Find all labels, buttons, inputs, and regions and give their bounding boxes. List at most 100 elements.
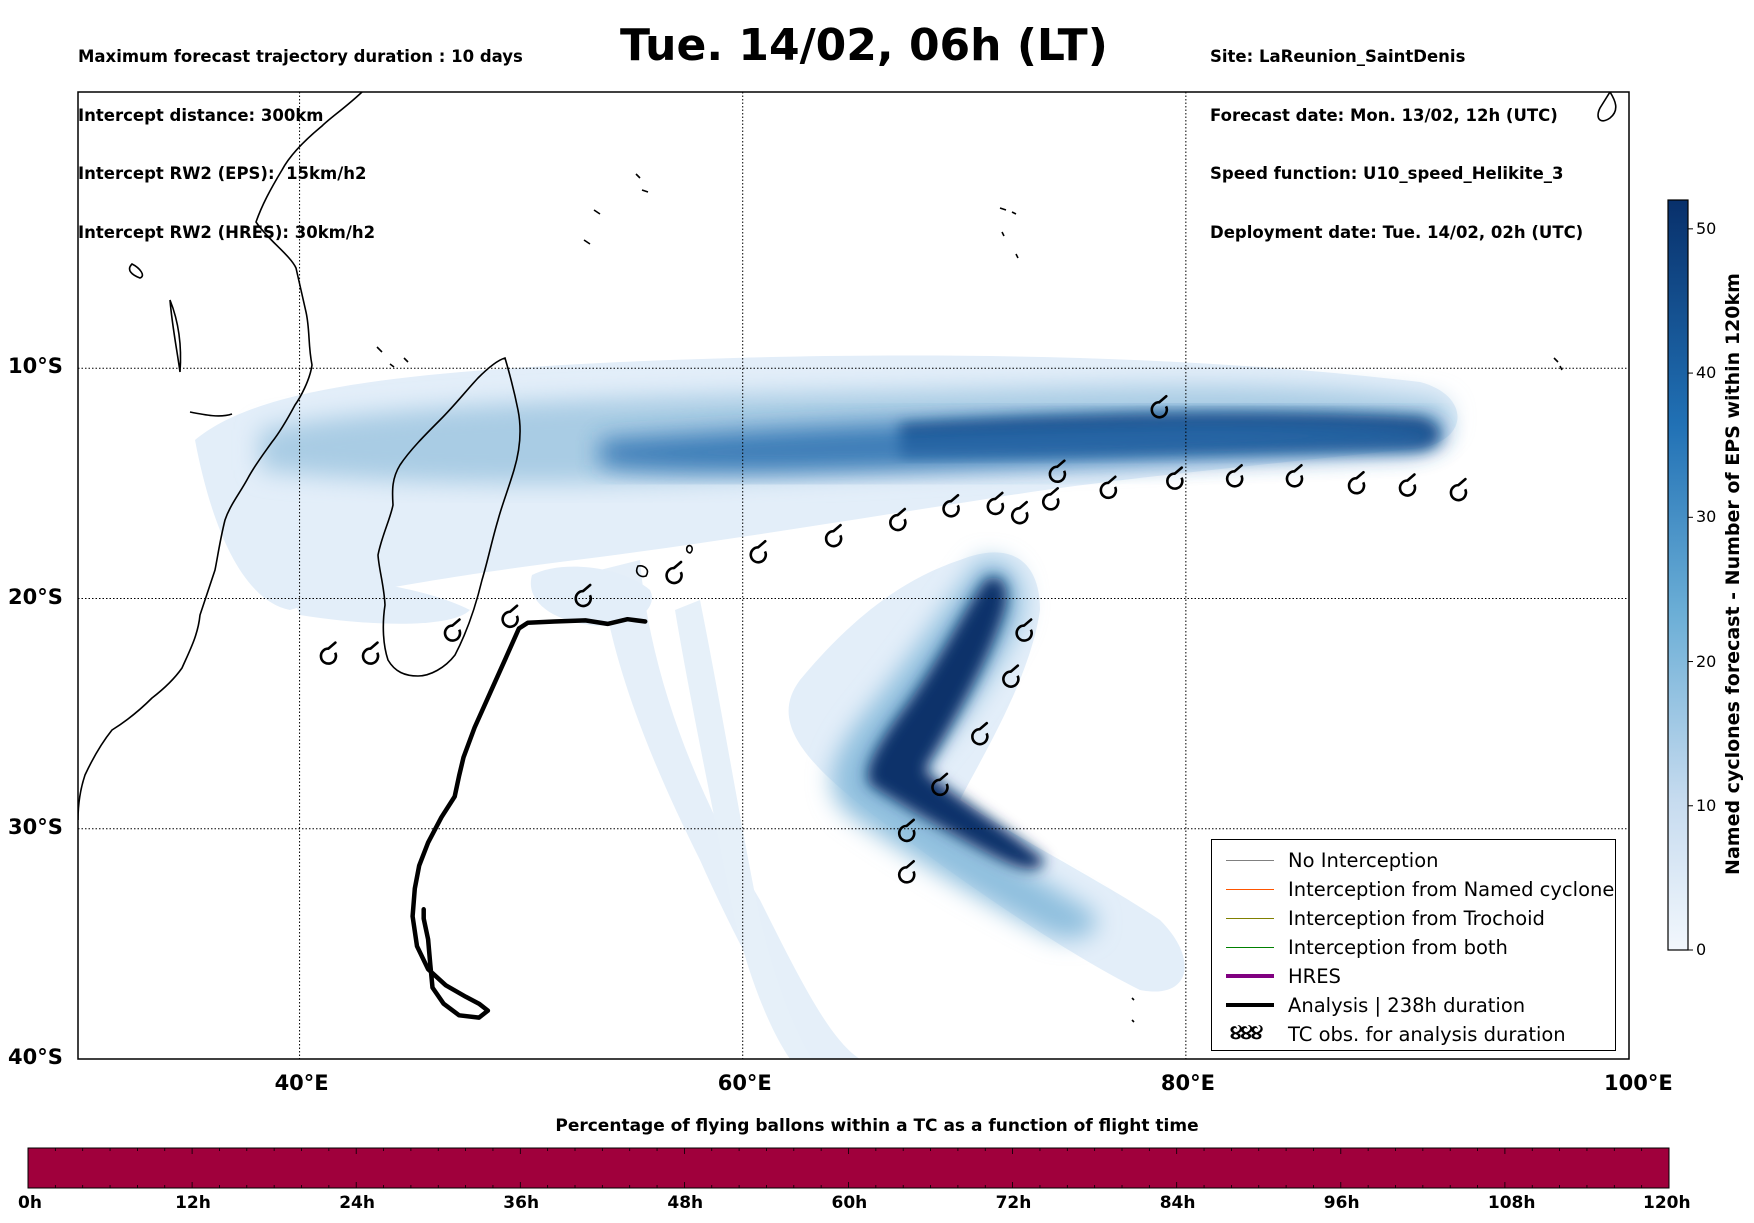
maldives-islands (999, 207, 1019, 259)
time-tick-label: 24h (339, 1193, 375, 1213)
amsterdam-islands (1131, 997, 1135, 1023)
density-streak-mid (675, 600, 812, 1059)
tc-observation-icon (1166, 466, 1184, 490)
time-bar-title: Percentage of flying ballons within a TC… (555, 1116, 1199, 1136)
tc-observation-icon (574, 583, 592, 608)
density-blob-sw (290, 580, 470, 624)
legend-line (1226, 889, 1274, 890)
time-tick-label: 96h (1323, 1193, 1360, 1213)
header-intercept-distance: Intercept distance: 300km (78, 105, 324, 125)
legend-item-named-cyclone: Interception from Named cyclone (1226, 876, 1614, 902)
tc-observation-icon (824, 523, 843, 548)
lake-malawi (189, 411, 233, 417)
legend-item-trochoid: Interception from Trochoid (1226, 905, 1606, 931)
time-tick-label: 36h (503, 1193, 540, 1213)
coastlines (78, 92, 1617, 1023)
tc-observation-icon (1285, 464, 1304, 488)
header-speed-function: Speed function: U10_speed_Helikite_3 (1210, 164, 1564, 183)
lon-label: 100°E (1604, 1071, 1673, 1095)
density-envelope-south (788, 552, 1185, 992)
time-tick-label: 84h (1159, 1193, 1196, 1213)
density-core-east-outer (600, 415, 1445, 473)
tc-observation-icon (1099, 475, 1118, 500)
legend-label: Analysis | 238h duration (1288, 994, 1526, 1017)
lake-victoria (128, 263, 144, 279)
tc-observation-icon (665, 560, 683, 585)
tc-observation-icon (1347, 470, 1366, 495)
tc-observation-icon (897, 818, 916, 843)
comoros-islands (376, 346, 409, 368)
tc-observation-icon (1398, 473, 1417, 497)
tc-observation-icon (971, 721, 989, 746)
analysis-track (410, 616, 648, 1020)
tc-observation-icon (897, 860, 916, 884)
legend-line (1226, 860, 1274, 861)
tc-observation-icon (942, 493, 960, 518)
time-bar (27, 1147, 1670, 1189)
lat-label: 10°S (8, 354, 63, 379)
header-right: Site: LaReunion_SaintDenis Forecast date… (1210, 8, 1583, 262)
lon-label: 60°E (717, 1071, 772, 1095)
legend-line (1226, 918, 1274, 919)
header-deployment-date: Deployment date: Tue. 14/02, 02h (UTC) (1210, 222, 1584, 242)
colorbar-ticks (1688, 228, 1693, 951)
tc-observation-icon (1048, 459, 1067, 483)
legend-item-tc-obs: ૪૪૪ TC obs. for analysis duration (1226, 1020, 1606, 1047)
lat-label: 20°S (8, 584, 63, 609)
tc-observation-icon (443, 618, 462, 642)
time-tick-label: 60h (831, 1193, 868, 1213)
eps-density-plumes (195, 355, 1458, 1059)
legend-label: HRES (1288, 965, 1341, 988)
tc-observation-icon (931, 772, 949, 797)
gridlines (78, 92, 1629, 1059)
density-core-south (867, 576, 1045, 870)
madagascar-coast (377, 357, 521, 677)
time-tick-label: 0h (18, 1193, 42, 1213)
density-band-south-mid (831, 559, 1097, 939)
colorbar-tick-label: 30 (1696, 507, 1717, 527)
header-forecast-date: Forecast date: Mon. 13/02, 12h (UTC) (1210, 105, 1558, 125)
tc-observation-icon (1225, 464, 1244, 488)
legend-line (1226, 1003, 1274, 1007)
tc-observation-icon (986, 491, 1005, 516)
colorbar-title: Named cyclones forecast - Number of EPS … (1722, 273, 1744, 875)
reunion-island (635, 565, 649, 578)
legend-line (1226, 947, 1274, 948)
tc-observation-icon (1041, 487, 1060, 511)
tc-observation-icon (1150, 394, 1169, 419)
africa-coast (78, 92, 363, 821)
colorbar-tick-label: 50 (1696, 218, 1717, 238)
tc-observation-icon (889, 507, 907, 532)
legend-label: No Interception (1288, 849, 1439, 872)
time-tick-label: 108h (1487, 1193, 1536, 1213)
map-frame (77, 91, 1630, 1060)
time-tick-label: 72h (995, 1193, 1032, 1213)
lat-label: 30°S (8, 814, 63, 839)
legend-item-no-interception: No Interception (1226, 847, 1606, 873)
legend-label: Interception from both (1288, 936, 1508, 959)
lake-tanganyika (169, 299, 182, 373)
legend-item-both: Interception from both (1226, 934, 1606, 960)
legend-item-analysis: Analysis | 238h duration (1226, 992, 1606, 1018)
cocos-islands (1553, 357, 1563, 371)
time-tick-label: 12h (175, 1193, 211, 1213)
header-duration: Maximum forecast trajectory duration : 1… (78, 47, 523, 66)
time-tick-label: 120h (1643, 1193, 1691, 1213)
lon-label: 40°E (274, 1071, 329, 1095)
tc-observations (319, 394, 1468, 884)
lon-label: 80°E (1160, 1071, 1215, 1095)
header-intercept-eps: Intercept RW2 (EPS): 15km/h2 (78, 164, 367, 183)
colorbar-tick-label: 0 (1696, 940, 1707, 959)
time-bar-ticks (27, 1148, 1670, 1188)
colorbar-tick-label: 10 (1696, 795, 1717, 815)
tc-observation-icon (1015, 618, 1033, 642)
legend-line (1226, 974, 1274, 978)
page-title: Tue. 14/02, 06h (LT) (620, 20, 1108, 71)
header-intercept-hres: Intercept RW2 (HRES): 30km/h2 (78, 222, 376, 242)
tc-observation-icon (361, 641, 380, 665)
mauritius-island (685, 544, 693, 554)
tc-observation-icon (501, 604, 519, 629)
colorbar (1667, 199, 1689, 951)
lat-label: 40°S (8, 1045, 63, 1069)
